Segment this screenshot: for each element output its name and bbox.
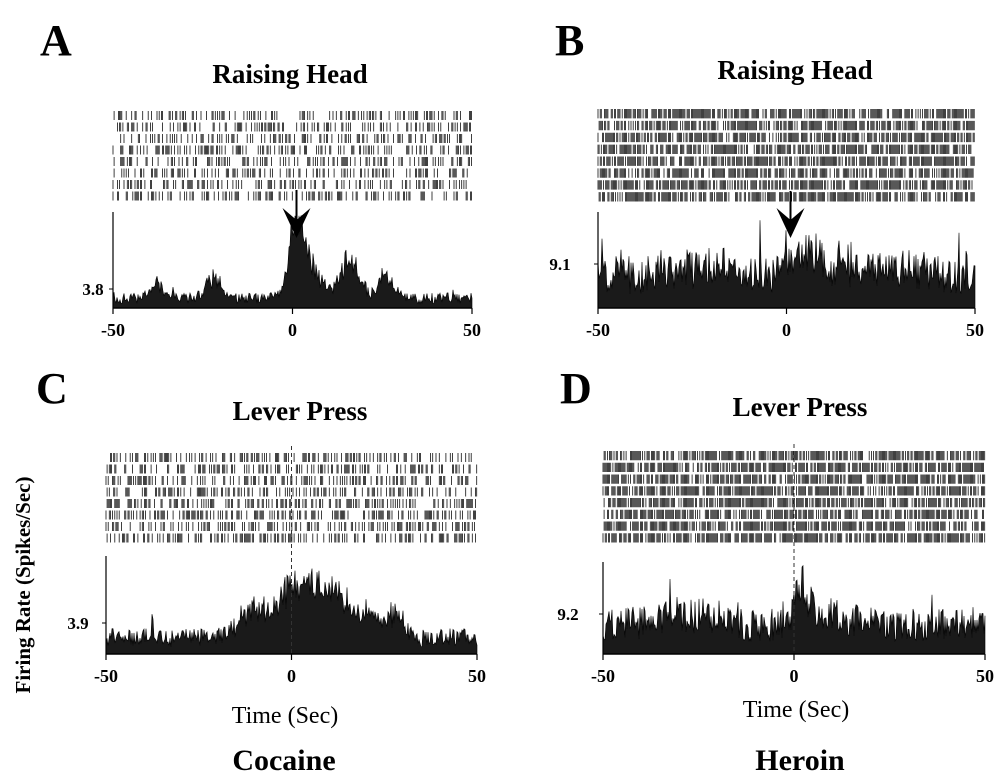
x-tick-label: 0	[790, 666, 799, 686]
histogram	[597, 220, 976, 309]
raster-row	[598, 192, 975, 202]
x-tick-label: 50	[463, 320, 481, 340]
raster-row	[106, 464, 478, 474]
histogram-bars	[112, 215, 473, 309]
y-value-label: 3.9	[67, 614, 88, 633]
x-tick-label: 50	[468, 666, 486, 686]
raster-row	[112, 180, 467, 189]
x-tick-label: -50	[591, 666, 615, 686]
panel-title-d: Lever Press	[733, 392, 868, 422]
raster-row	[598, 120, 975, 131]
condition-label-heroin: Heroin	[755, 744, 845, 776]
histogram	[105, 568, 478, 655]
raster-row	[117, 122, 471, 132]
panel-b: -50 0 50 9.1	[549, 109, 984, 340]
raster-row	[113, 168, 468, 178]
raster-row	[597, 156, 975, 166]
panel-a: -50 0 50 3.8	[82, 111, 481, 340]
panel-title-a: Raising Head	[212, 59, 367, 89]
raster-row	[602, 486, 986, 496]
raster-row	[106, 499, 476, 508]
raster-row	[110, 453, 472, 462]
condition-label-cocaine: Cocaine	[232, 744, 335, 776]
raster-row	[597, 180, 973, 190]
raster-row	[597, 168, 974, 178]
raster-row	[597, 144, 972, 154]
x-tick-label: 0	[288, 320, 297, 340]
raster-row	[602, 533, 986, 543]
x-tick-label: -50	[586, 320, 610, 340]
raster-row	[112, 191, 472, 201]
y-value-label: 9.2	[557, 605, 578, 624]
raster-row	[105, 476, 478, 485]
raster	[602, 451, 986, 543]
panel-c: -50 0 50 3.9	[67, 446, 486, 686]
raster-row	[106, 533, 476, 543]
raster-row	[602, 462, 984, 472]
x-tick-label: 50	[966, 320, 984, 340]
x-tick-label: 0	[782, 320, 791, 340]
raster	[105, 453, 478, 543]
x-axis-label-left: Time (Sec)	[232, 703, 338, 729]
panel-title-c: Lever Press	[233, 396, 368, 426]
raster	[112, 111, 472, 201]
histogram-bars	[597, 220, 976, 309]
panel-title-b: Raising Head	[717, 55, 872, 85]
raster-row	[603, 498, 986, 508]
event-arrow-head	[282, 208, 311, 238]
panel-letter-d: D	[560, 364, 592, 413]
event-arrow-head	[776, 208, 805, 238]
x-tick-label: 50	[976, 666, 994, 686]
raster-row	[113, 157, 472, 166]
raster-row	[106, 487, 478, 497]
y-axis-label: Firing Rate (Spikes/Sec)	[11, 477, 35, 694]
raster-row	[603, 451, 986, 461]
raster-row	[112, 145, 472, 155]
x-axis-label-right: Time (Sec)	[743, 697, 849, 723]
raster-row	[603, 509, 984, 519]
histogram-bars	[105, 568, 478, 655]
histogram	[112, 215, 473, 309]
y-value-label: 9.1	[549, 255, 570, 274]
panel-d: -50 0 50 9.2	[557, 444, 994, 686]
raster-row	[113, 111, 472, 120]
x-tick-label: -50	[101, 320, 125, 340]
raster-row	[603, 521, 986, 531]
y-value-label: 3.8	[82, 280, 103, 299]
panel-letter-a: A	[40, 16, 72, 65]
raster	[597, 109, 975, 202]
raster-row	[597, 109, 975, 119]
x-tick-label: 0	[287, 666, 296, 686]
raster-row	[120, 134, 472, 143]
raster-row	[105, 522, 475, 531]
raster-row	[597, 132, 975, 143]
panel-letter-b: B	[555, 16, 584, 65]
raster-row	[105, 510, 476, 520]
panel-letter-c: C	[36, 364, 68, 413]
raster-row	[602, 474, 986, 484]
x-tick-label: -50	[94, 666, 118, 686]
